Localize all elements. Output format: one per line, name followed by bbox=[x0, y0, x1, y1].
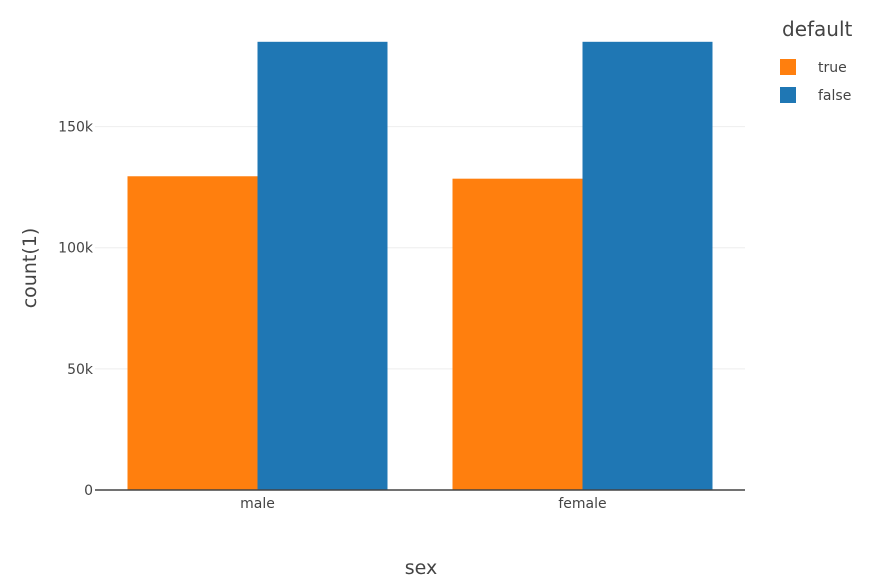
legend-swatch-false bbox=[780, 87, 796, 103]
y-tick-label: 150k bbox=[58, 120, 94, 136]
y-tick-label: 100k bbox=[58, 241, 94, 257]
bar-true-female bbox=[452, 178, 583, 491]
legend: default true false bbox=[780, 17, 853, 104]
bar-true-male bbox=[127, 176, 258, 491]
x-tick-label: male bbox=[240, 496, 275, 512]
y-tick-label: 50k bbox=[67, 362, 94, 378]
bars bbox=[127, 41, 713, 491]
tick-labels: 0 50k 100k 150k male female bbox=[58, 120, 606, 512]
legend-title: default bbox=[782, 17, 853, 41]
legend-items: true false bbox=[780, 59, 851, 104]
bar-false-male bbox=[257, 41, 388, 490]
bar-false-female bbox=[582, 41, 713, 490]
y-tick-label: 0 bbox=[84, 483, 93, 499]
x-axis-title: sex bbox=[405, 557, 438, 579]
y-axis-title: count(1) bbox=[19, 228, 41, 309]
legend-label-true: true bbox=[818, 60, 847, 76]
x-tick-label: female bbox=[558, 496, 606, 512]
legend-swatch-true bbox=[780, 59, 796, 75]
legend-label-false: false bbox=[818, 88, 851, 104]
